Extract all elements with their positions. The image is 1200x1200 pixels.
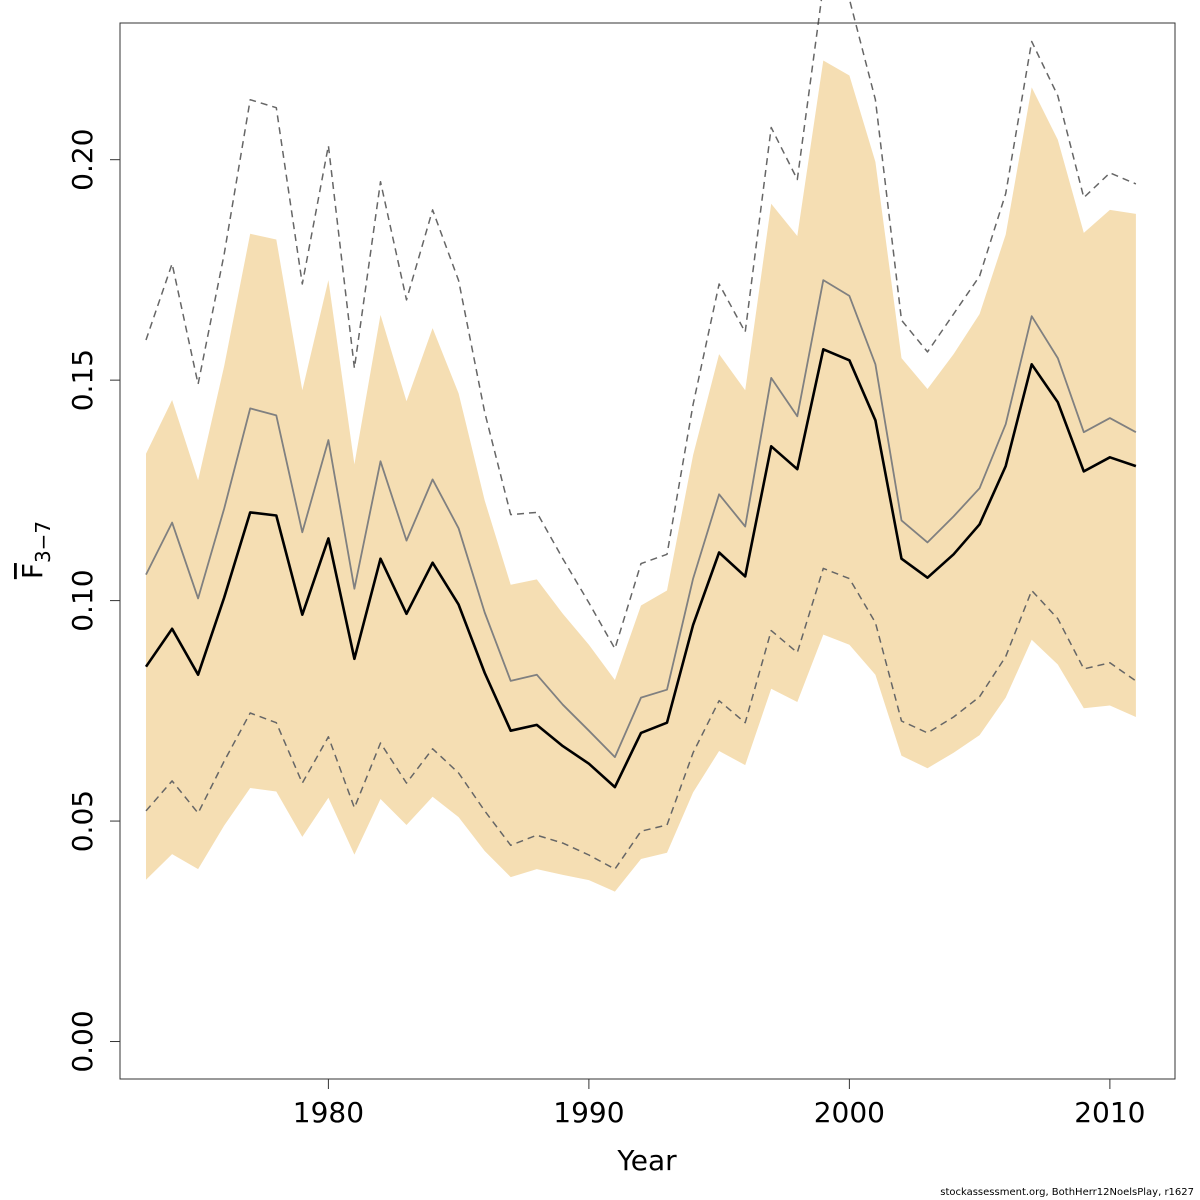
x-tick-label: 1990 — [553, 1096, 624, 1129]
y-tick-label: 0.15 — [66, 349, 99, 411]
x-tick-label: 2010 — [1074, 1096, 1145, 1129]
x-tick-label: 1980 — [293, 1096, 364, 1129]
x-tick-label: 2000 — [814, 1096, 885, 1129]
y-tick-label: 0.05 — [66, 790, 99, 852]
y-tick-label: 0.20 — [66, 129, 99, 191]
confidence-band — [146, 60, 1136, 892]
y-tick-label: 0.00 — [66, 1010, 99, 1072]
y-axis-label-main: F — [16, 563, 49, 579]
y-tick-label: 0.10 — [66, 569, 99, 631]
series-dashed-upper — [145, 0, 1137, 650]
svg-text:F3−7: F3−7 — [16, 521, 55, 579]
plot-area — [144, 0, 1137, 892]
y-axis-label: F3−7 — [16, 521, 55, 579]
series-dashed-lower — [145, 567, 1137, 870]
series-estimate — [144, 347, 1137, 789]
axes: 1980 1990 2000 2010 0.00 0.05 0.10 0.15 0.20 — [66, 129, 1146, 1129]
footer-credit: stockassessment.org, BothHerr12NoelsPlay… — [940, 1187, 1194, 1198]
x-axis-label: Year — [616, 1144, 677, 1177]
y-axis-label-subscript: 3−7 — [31, 521, 55, 563]
series-grey-estimate — [145, 279, 1137, 758]
